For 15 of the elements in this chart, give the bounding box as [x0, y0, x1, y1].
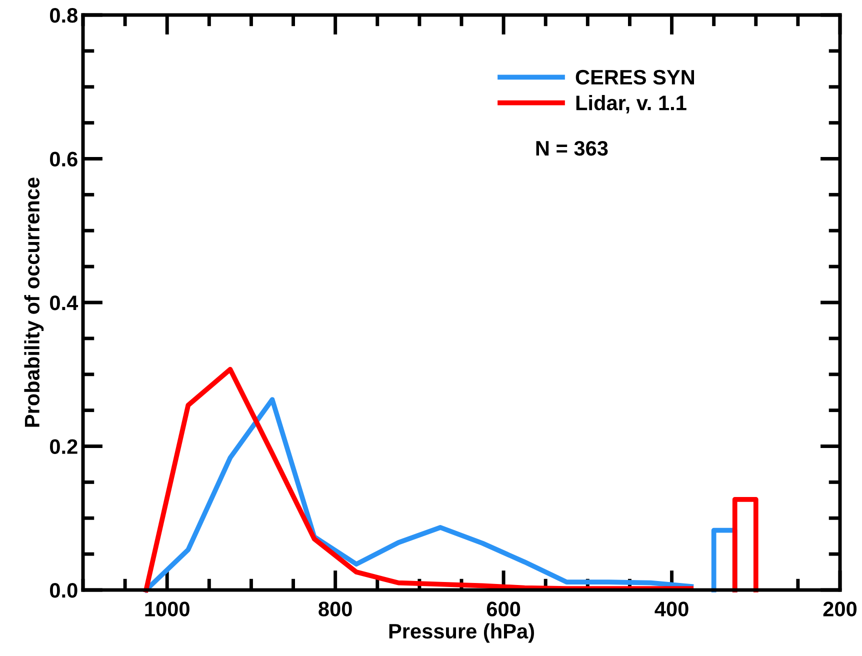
- y-tick-label: 0.2: [50, 439, 78, 454]
- y-tick-label: 0.4: [50, 296, 78, 310]
- y-axis-title: Probability of occurrence: [24, 178, 44, 427]
- legend-label: Lidar, v. 1.1: [576, 95, 686, 114]
- x-tick-label: 800: [318, 602, 352, 616]
- y-tick-label: 0.8: [50, 8, 78, 23]
- x-tick-label: 400: [654, 602, 688, 616]
- x-tick-label: 200: [823, 602, 857, 616]
- x-axis-title: Pressure (hPa): [389, 623, 534, 643]
- x-tick-label: 1000: [145, 602, 190, 616]
- y-tick-label: 0.6: [50, 152, 78, 167]
- y-tick-label: 0.0: [50, 583, 78, 598]
- legend-label: CERES SYN: [576, 70, 694, 85]
- annotation: N = 363: [536, 140, 608, 156]
- x-tick-label: 600: [486, 602, 520, 616]
